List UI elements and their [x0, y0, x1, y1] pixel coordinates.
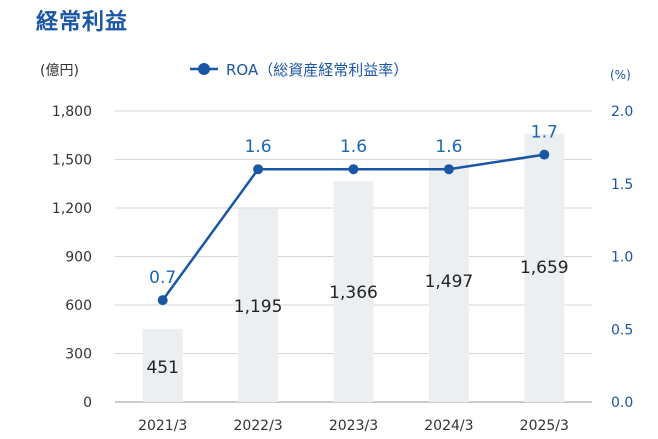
roa-value-label: 1.6	[435, 137, 462, 157]
left-tick-label: 600	[65, 298, 92, 314]
bar	[142, 329, 183, 402]
roa-point	[253, 164, 264, 175]
data-labels: 451 1,195 1,366 1,497 1,659 0.7 1.6 1.6 1.6 1.7	[146, 123, 568, 378]
right-axis-unit: (%)	[610, 68, 631, 82]
roa-value-label: 1.6	[340, 137, 367, 157]
bar	[238, 208, 279, 402]
roa-line-series	[157, 149, 550, 306]
bars	[142, 133, 565, 403]
legend-dot-marker	[198, 63, 210, 75]
x-tick-label: 2021/3	[138, 418, 187, 434]
roa-value-label: 0.7	[149, 268, 176, 288]
left-tick-label: 1,500	[52, 153, 92, 169]
right-tick-label: 0.5	[611, 322, 633, 338]
right-axis: 0.0 0.5 1.0 1.5 2.0	[611, 104, 633, 411]
bar	[333, 181, 374, 402]
legend-roa-label: ROA（総資産経常利益率）	[226, 61, 408, 79]
right-tick-label: 1.0	[611, 250, 633, 266]
roa-point	[348, 164, 359, 175]
right-tick-label: 1.5	[611, 177, 633, 193]
roa-point	[443, 164, 454, 175]
left-axis: 0 300 600 900 1,200 1,500 1,800	[52, 104, 92, 411]
x-tick-label: 2023/3	[329, 418, 378, 434]
roa-point	[157, 295, 168, 306]
bar-value-label: 451	[146, 358, 178, 378]
roa-point	[539, 149, 550, 160]
x-axis: 2021/3 2022/3 2023/3 2024/3 2025/3	[138, 418, 569, 434]
right-tick-label: 0.0	[611, 395, 633, 411]
bar	[428, 159, 469, 402]
bar-value-label: 1,497	[425, 272, 474, 292]
legend: ROA（総資産経常利益率）	[190, 61, 408, 79]
left-tick-label: 300	[65, 347, 92, 363]
roa-value-label: 1.7	[531, 123, 558, 143]
left-axis-unit: (億円)	[40, 63, 79, 79]
x-tick-label: 2024/3	[424, 418, 473, 434]
left-tick-label: 1,200	[52, 201, 92, 217]
x-tick-label: 2022/3	[233, 418, 282, 434]
bar-value-label: 1,659	[520, 258, 569, 278]
left-tick-label: 1,800	[52, 104, 92, 120]
chart-title: 経常利益	[36, 10, 129, 35]
roa-value-label: 1.6	[245, 137, 272, 157]
left-tick-label: 0	[83, 395, 92, 411]
bar-value-label: 1,366	[329, 283, 378, 303]
x-tick-label: 2025/3	[520, 418, 569, 434]
left-tick-label: 900	[65, 250, 92, 266]
bar	[524, 133, 565, 403]
right-tick-label: 2.0	[611, 104, 633, 120]
bar-value-label: 1,195	[234, 297, 283, 317]
